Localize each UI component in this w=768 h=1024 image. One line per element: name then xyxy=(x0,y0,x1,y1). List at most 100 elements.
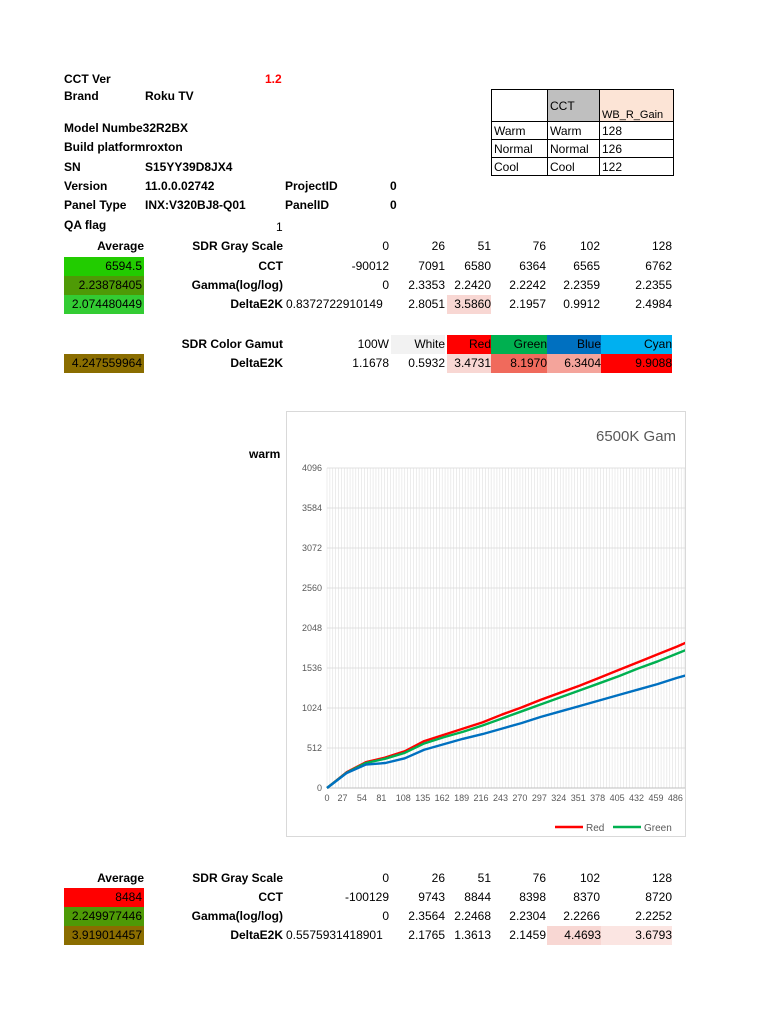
chart-side-label: warm xyxy=(249,447,281,461)
y-tick-label: 3584 xyxy=(302,503,322,513)
table-cell: Cool xyxy=(491,157,548,176)
gamut-value: 3.4731 xyxy=(447,354,491,373)
cct-gain-table: CCT WB_R_Gain Warm Warm 128 Normal Norma… xyxy=(491,89,674,176)
gamut-value: 1.1678 xyxy=(352,356,389,370)
panelid-label: PanelID xyxy=(285,198,330,212)
cct-table-header-cell: CCT xyxy=(547,89,600,122)
legend-label: Green xyxy=(644,823,672,834)
brand-label: Brand xyxy=(64,89,99,103)
x-tick-label: 459 xyxy=(648,793,663,803)
cool-average-label: Average xyxy=(97,871,144,885)
warm-gamma-value: 0 xyxy=(382,278,389,292)
warm-average-label: Average xyxy=(97,239,144,253)
chart-grid xyxy=(326,467,685,789)
series-line xyxy=(326,649,685,789)
table-cell: Normal xyxy=(547,139,600,158)
warm-cct-value: -90012 xyxy=(351,259,389,273)
x-tick-label: 81 xyxy=(376,793,386,803)
x-tick-label: 243 xyxy=(493,793,508,803)
projectid-label: ProjectID xyxy=(285,179,338,193)
table-cell: Warm xyxy=(491,121,548,140)
warm-deltae-value: 2.8051 xyxy=(408,297,445,311)
cool-cct-label: CCT xyxy=(258,890,283,904)
cool-level: 102 xyxy=(579,871,600,885)
gamut-value: 6.3404 xyxy=(547,354,601,373)
series-line xyxy=(326,641,685,789)
warm-level: 26 xyxy=(431,239,445,253)
table-cell: Normal xyxy=(491,139,548,158)
warm-cct-value: 6580 xyxy=(464,259,491,273)
cool-cct-value: 9743 xyxy=(418,890,445,904)
warm-cct-value: 6762 xyxy=(645,259,672,273)
warm-level: 102 xyxy=(579,239,600,253)
gamma-chart-svg: 6500K Gam 0 512 1024 1536 2048 2560 3072 3584 40… xyxy=(302,428,685,834)
cool-gamma-value: 2.3564 xyxy=(408,909,445,923)
y-tick-label: 1536 xyxy=(302,663,322,673)
chart-legend: Red Green xyxy=(555,823,672,834)
cool-deltae-value: 3.6793 xyxy=(601,926,672,945)
warm-gamma-value: 2.3353 xyxy=(408,278,445,292)
gamut-header-green: Green xyxy=(491,335,547,354)
warm-deltae-value: 2.1957 xyxy=(509,297,546,311)
table-row: Normal Normal 126 xyxy=(491,139,674,158)
qa-flag-value: 1 xyxy=(276,220,283,234)
warm-deltae-value: 0.9912 xyxy=(563,297,600,311)
x-tick-label: 189 xyxy=(454,793,469,803)
warm-level: 0 xyxy=(382,239,389,253)
x-tick-label: 486 xyxy=(668,793,683,803)
table-cell: 122 xyxy=(599,157,674,176)
cool-cct-value: 8844 xyxy=(464,890,491,904)
cool-level: 0 xyxy=(382,871,389,885)
warm-gamma-value: 2.2242 xyxy=(509,278,546,292)
y-tick-label: 512 xyxy=(307,743,322,753)
y-tick-label: 2048 xyxy=(302,623,322,633)
version-label: Version xyxy=(64,179,108,193)
table-cell: Warm xyxy=(547,121,600,140)
y-tick-label: 3072 xyxy=(302,543,322,553)
gamut-value: 8.1970 xyxy=(491,354,547,373)
cool-level: 26 xyxy=(431,871,445,885)
table-row: Cool Cool 122 xyxy=(491,157,674,176)
table-cell: 126 xyxy=(599,139,674,158)
cool-cct-value: -100129 xyxy=(344,890,389,904)
cool-level: 76 xyxy=(532,871,546,885)
x-tick-label: 27 xyxy=(337,793,347,803)
cool-gamma-value: 2.2468 xyxy=(454,909,491,923)
warm-gamma-value: 2.2355 xyxy=(635,278,672,292)
cool-level: 51 xyxy=(477,871,491,885)
projectid-value: 0 xyxy=(390,179,397,193)
cct-table-header: CCT WB_R_Gain xyxy=(491,89,674,122)
cool-gamma-average: 2.249977446 xyxy=(64,907,144,926)
cool-deltae-value: 4.4693 xyxy=(547,926,601,945)
cool-gamma-value: 0 xyxy=(382,909,389,923)
warm-cct-average: 6594.5 xyxy=(64,257,144,276)
sn-value: S15YY39D8JX4 xyxy=(145,160,233,174)
x-tick-label: 405 xyxy=(610,793,625,803)
cool-deltae-value: 1.3613 xyxy=(454,928,491,942)
x-tick-label: 135 xyxy=(415,793,430,803)
series-line xyxy=(326,674,685,789)
warm-deltae-label: DeltaE2K xyxy=(230,297,283,311)
gamut-value: 9.9088 xyxy=(601,354,672,373)
model-number: Model Numbe32R2BX xyxy=(64,121,189,135)
build-platform: Build platformroxton xyxy=(64,140,183,154)
gamut-header-cyan: Cyan xyxy=(601,335,672,354)
cool-cct-average: 8484 xyxy=(64,888,144,907)
gamma-chart: 6500K Gam 0 512 1024 1536 2048 2560 3072 3584 40… xyxy=(286,411,686,837)
x-tick-label: 297 xyxy=(532,793,547,803)
gamut-header-white: White xyxy=(391,335,445,354)
warm-deltae-first: 0.8372722910149 xyxy=(286,297,383,311)
cool-cct-value: 8398 xyxy=(519,890,546,904)
brand-value: Roku TV xyxy=(145,89,194,103)
chart-axes: 0 512 1024 1536 2048 2560 3072 3584 4096 0 27 54 81 1… xyxy=(302,463,685,803)
table-cell: 128 xyxy=(599,121,674,140)
y-tick-label: 0 xyxy=(317,783,322,793)
warm-gamma-average: 2.23878405 xyxy=(64,276,144,295)
warm-deltae-average: 2.074480449 xyxy=(64,295,144,314)
gamut-header-blue: Blue xyxy=(547,335,601,354)
x-tick-label: 378 xyxy=(590,793,605,803)
table-cell: Cool xyxy=(547,157,600,176)
x-tick-label: 162 xyxy=(435,793,450,803)
cool-deltae-value: 2.1459 xyxy=(509,928,546,942)
cool-gamma-value: 2.2266 xyxy=(563,909,600,923)
